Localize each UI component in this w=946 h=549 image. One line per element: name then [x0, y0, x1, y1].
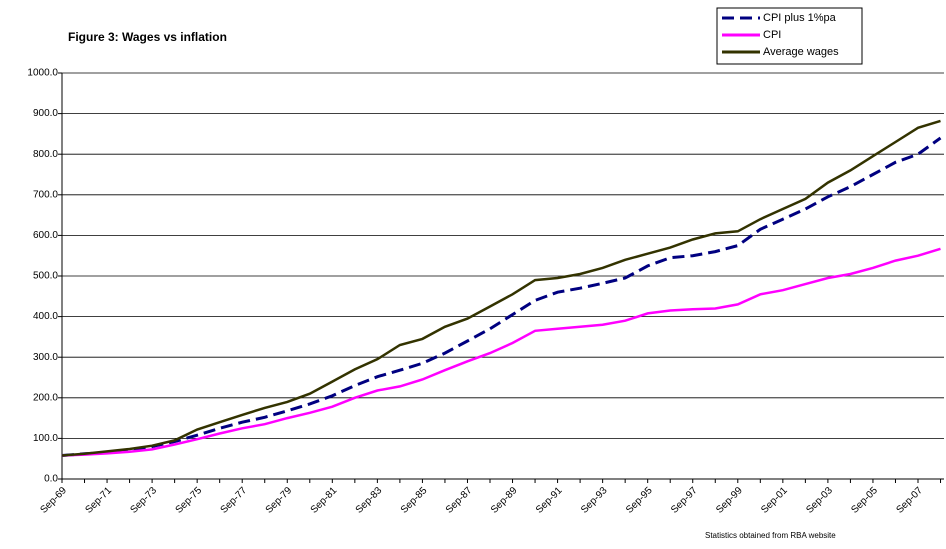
y-tick-label: 300.0 — [33, 352, 58, 363]
x-tick-label: Sep-77 — [219, 485, 250, 516]
x-tick-label: Sep-85 — [399, 485, 430, 516]
y-tick-label: 200.0 — [33, 392, 58, 403]
x-tick-label: Sep-83 — [354, 485, 385, 516]
x-tick-label: Sep-79 — [264, 485, 295, 516]
x-tick-label: Sep-87 — [444, 485, 475, 516]
y-tick-label: 0.0 — [44, 474, 58, 485]
x-tick-label: Sep-69 — [38, 485, 69, 516]
y-tick-label: 100.0 — [33, 433, 58, 444]
y-tick-label: 800.0 — [33, 149, 58, 160]
x-tick-label: Sep-81 — [309, 485, 340, 516]
x-tick-label: Sep-01 — [759, 485, 790, 516]
legend-label: CPI — [763, 29, 781, 41]
chart-title: Figure 3: Wages vs inflation — [68, 30, 227, 44]
x-tick-label: Sep-93 — [579, 485, 610, 516]
x-tick-label: Sep-03 — [804, 485, 835, 516]
x-tick-label: Sep-75 — [174, 485, 205, 516]
x-tick-label: Sep-91 — [534, 485, 565, 516]
x-tick-label: Sep-89 — [489, 485, 520, 516]
legend-label: Average wages — [763, 46, 839, 58]
x-tick-label: Sep-73 — [129, 485, 160, 516]
y-tick-label: 400.0 — [33, 311, 58, 322]
line — [61, 119, 941, 457]
x-tick-label: Sep-97 — [669, 485, 700, 516]
x-tick-label: Sep-05 — [849, 485, 880, 516]
x-tick-label: Sep-99 — [714, 485, 745, 516]
y-tick-label: 700.0 — [33, 189, 58, 200]
footnote: Statistics obtained from RBA website — [705, 531, 836, 540]
line — [61, 136, 942, 457]
y-tick-label: 900.0 — [33, 108, 58, 119]
x-tick-label: Sep-71 — [83, 485, 114, 516]
y-tick-label: 600.0 — [33, 230, 58, 241]
x-tick-label: Sep-07 — [894, 485, 925, 516]
y-tick-label: 1000.0 — [27, 68, 58, 79]
legend-label: CPI plus 1%pa — [763, 12, 837, 24]
x-tick-label: Sep-95 — [624, 485, 655, 516]
line — [61, 247, 941, 457]
y-tick-label: 500.0 — [33, 271, 58, 282]
